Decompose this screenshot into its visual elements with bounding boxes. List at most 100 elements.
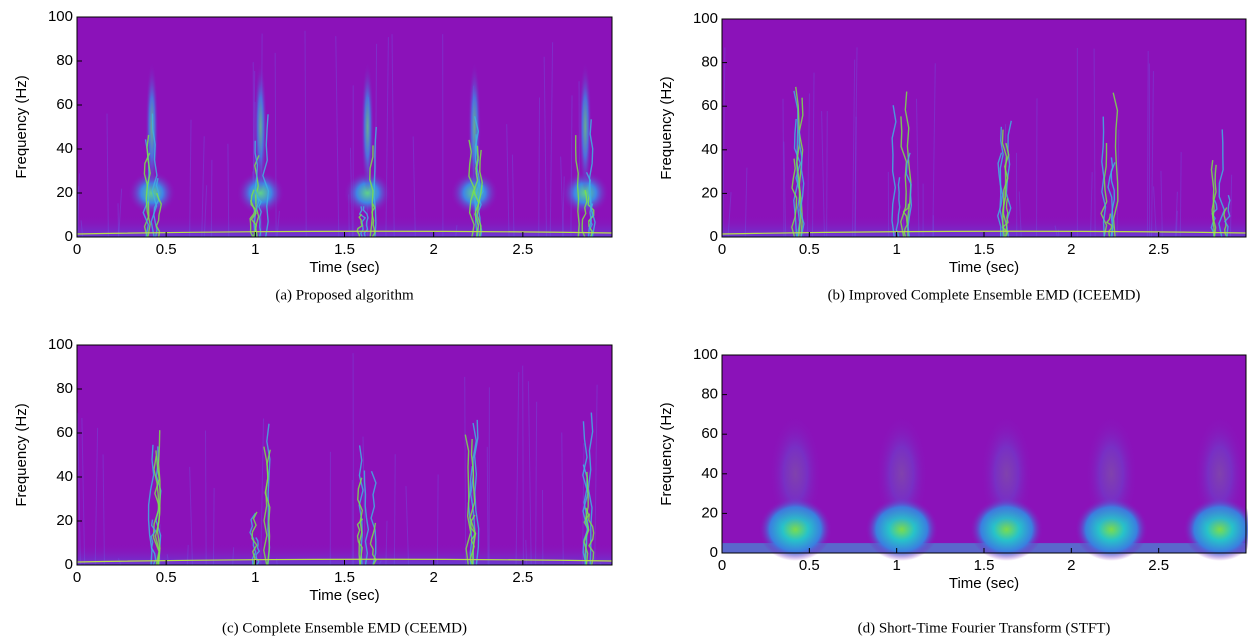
ridge [356,518,364,566]
ridge [587,513,595,566]
x-tick-label: 0 [73,569,81,586]
faint-streak [335,36,340,238]
faint-streak [1090,172,1093,238]
ridge [581,189,588,238]
ridge [900,116,908,238]
ridge [264,449,271,566]
x-tick-label: 2.5 [1148,241,1169,258]
faint-streak [186,544,189,566]
ridge [904,91,912,238]
y-tick-label: 40 [701,141,718,158]
faint-streak [117,203,120,238]
faint-streak [1146,50,1149,238]
ridge [250,189,258,238]
faint-streak [549,42,554,238]
faint-streak [232,547,235,566]
y-tick-label: 60 [56,96,73,113]
ridge [1001,198,1009,238]
ridge [369,145,374,238]
faint-streak [464,376,467,566]
y-tick-label: 0 [65,228,73,245]
x-tick-label: 2 [1067,557,1075,574]
y-tick-label: 80 [56,380,73,397]
faint-streak [94,427,99,566]
x-tick-label: 1.5 [334,241,355,258]
ridge [1100,143,1108,238]
faint-streak [806,93,810,238]
y-axis-label: Frequency (Hz) [658,76,675,179]
ridge [362,206,369,238]
panel: 0 0.5 1 1.5 2 2.5 0 20 40 60 80 100 Time (sec) Freque… [13,8,613,303]
faint-streak [210,159,213,238]
faint-streak [1153,186,1157,238]
faint-streak [1018,191,1022,238]
ridge [474,134,480,238]
x-axis-label: Time (sec) [949,259,1019,276]
faint-streak [812,72,815,238]
faint-streak [118,188,123,238]
low-ridge [76,230,613,235]
x-tick-label: 0 [718,557,726,574]
faint-streak [511,154,515,238]
energy-haze [1085,414,1138,534]
ridge [798,129,805,238]
x-tick-label: 0 [73,241,81,258]
faint-streak [515,372,520,566]
ridge [1210,160,1217,238]
x-tick-label: 0.5 [156,569,177,586]
ridge [154,450,161,566]
y-tick-label: 40 [56,468,73,485]
y-tick-label: 80 [701,54,718,71]
ridge [251,511,258,566]
x-tick-label: 0.5 [799,241,820,258]
y-tick-label: 60 [56,424,73,441]
x-tick-label: 2 [1067,241,1075,258]
faint-streak [854,116,857,238]
x-tick-label: 1.5 [334,569,355,586]
faint-streak [1160,170,1163,238]
caption: (c) Complete Ensemble EMD (CEEMD) [222,620,467,636]
faint-streak [561,432,564,566]
y-tick-label: 20 [701,184,718,201]
faint-streak [362,436,366,566]
caption: (a) Proposed algorithm [275,287,414,303]
faint-streak [1179,152,1182,238]
ridge [476,149,483,238]
faint-streak [412,136,416,238]
faint-streak [852,59,856,238]
ridge [156,430,161,566]
ridge [464,434,472,566]
ridge [150,113,158,238]
faint-streak [535,401,538,566]
faint-streak [378,560,382,566]
ridge [1112,92,1119,238]
y-tick-label: 0 [65,556,73,573]
faint-streak [1151,71,1154,238]
faint-streak [1229,174,1233,238]
plume-upper [468,61,481,193]
ridge [585,172,592,238]
ridge [997,152,1004,238]
faint-streak [189,119,192,238]
y-tick-label: 40 [701,465,718,482]
ridge [369,522,377,566]
x-tick-label: 1.5 [974,557,995,574]
ridge [469,514,477,566]
faint-streak [915,98,920,238]
faint-streak [189,466,193,566]
ridge [370,470,377,566]
faint-streak [393,454,396,566]
ridge [895,177,901,238]
x-tick-label: 1 [251,241,259,258]
y-tick-label: 100 [693,346,718,363]
ridge [255,537,261,566]
ridge [256,196,262,238]
energy-haze [875,414,928,534]
energy-haze [769,414,822,534]
x-axis-label: Time (sec) [309,259,379,276]
y-tick-label: 0 [710,544,718,561]
y-tick-label: 60 [701,425,718,442]
faint-streak [1093,48,1096,238]
x-tick-label: 2 [429,569,437,586]
y-axis-label: Frequency (Hz) [658,402,675,505]
